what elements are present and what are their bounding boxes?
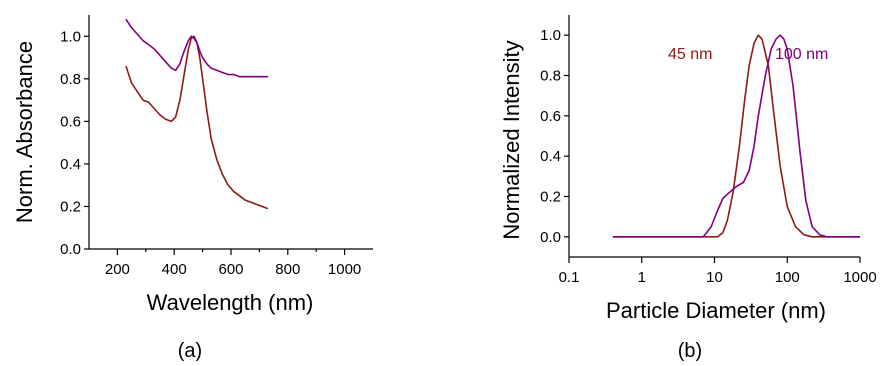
panel-a-x-tick-label: 800: [275, 261, 300, 278]
panel-b-x-axis-title: Particle Diameter (nm): [606, 298, 826, 323]
panel-b-x-tick-label: 10: [706, 269, 723, 286]
panel-a-label: (a): [178, 340, 202, 362]
panel-a-x-axis-title: Wavelength (nm): [147, 290, 314, 315]
panel-a-y-tick-label: 0.8: [60, 71, 81, 88]
annotation-100nm: 100 nm: [775, 46, 828, 63]
panel-b-x-tick-label: 0.1: [559, 269, 580, 286]
panel-a-y-tick-label: 0.6: [60, 113, 81, 130]
panel-b-y-tick-label: 0.4: [540, 148, 561, 165]
panel-a-ticks: 0.0 0.2 0.4 0.6 0.8 1.0 200 400 600 800 1000: [60, 28, 361, 278]
panel-b-series-line-2: [612, 34, 860, 238]
panel-b-y-tick-label: 0.6: [540, 108, 561, 125]
panel-a-series-line-1: [125, 35, 269, 210]
panel-a-y-tick-label: 0.4: [60, 156, 81, 173]
panel-b-y-axis-title: Normalized Intensity: [499, 40, 524, 239]
panel-a-x-tick-label: 200: [105, 261, 130, 278]
panel-b-x-tick-label: 1000: [843, 269, 876, 286]
panel-b-y-tick-label: 0.0: [540, 229, 561, 246]
panel-a-y-tick-label: 0.2: [60, 198, 81, 215]
panel-b-y-tick-label: 0.2: [540, 189, 561, 206]
panel-b-label: (b): [678, 340, 702, 362]
panel-a-x-tick-label: 600: [218, 261, 243, 278]
panel-a-y-tick-label: 1.0: [60, 28, 81, 45]
panel-a-y-axis-title: Norm. Absorbance: [12, 41, 37, 223]
panel-a-series-line-2: [125, 18, 268, 78]
panel-b: 0.0 0.2 0.4 0.6 0.8 1.0 0.1 1 10 100 1000 Particle…: [499, 15, 877, 362]
panel-b-y-tick-label: 0.8: [540, 68, 561, 85]
panel-a-series: [125, 18, 269, 210]
panel-b-x-tick-label: 1: [638, 269, 646, 286]
panel-b-y-tick-label: 1.0: [540, 27, 561, 44]
panel-b-ticks: 0.0 0.2 0.4 0.6 0.8 1.0 0.1 1 10 100 1000: [540, 27, 877, 286]
panel-a-x-tick-label: 400: [162, 261, 187, 278]
panel-a: 0.0 0.2 0.4 0.6 0.8 1.0 200 400 600 800 1000 Wavel…: [12, 15, 373, 362]
panel-b-x-tick-label: 100: [775, 269, 800, 286]
annotation-45nm: 45 nm: [668, 46, 712, 63]
panel-b-series-line-1: [612, 34, 860, 238]
panel-a-y-tick-label: 0.0: [60, 241, 81, 258]
panel-b-series: [612, 34, 860, 238]
panel-a-x-tick-label: 1000: [328, 261, 361, 278]
